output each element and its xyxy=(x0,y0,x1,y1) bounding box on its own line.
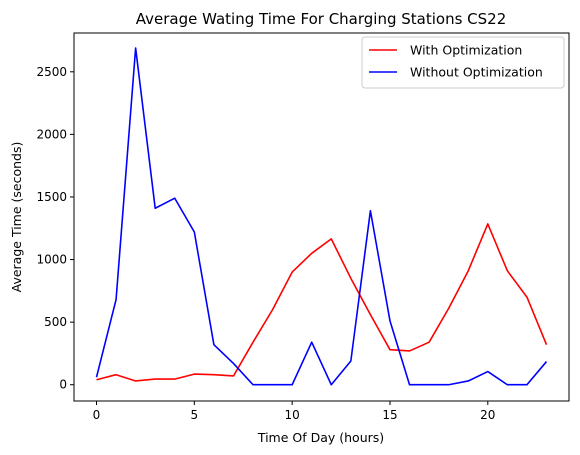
axis-ticks: 0 5 10 15 20 0 500 1000 1500 2000 2500 xyxy=(36,65,495,422)
series-lines xyxy=(95,47,548,386)
y-tick-label: 2000 xyxy=(36,127,67,141)
series-line-1 xyxy=(96,223,548,382)
legend-box xyxy=(361,36,565,89)
y-tick-label: 0 xyxy=(59,378,67,392)
series-line-2 xyxy=(95,47,548,386)
x-axis-label: Time Of Day (hours) xyxy=(257,430,384,445)
legend: With Optimization Without Optimization xyxy=(361,36,565,89)
y-tick-label: 1000 xyxy=(36,253,67,267)
legend-label-2: Without Optimization xyxy=(410,65,543,80)
y-tick-label: 1500 xyxy=(36,190,67,204)
x-tick-label: 15 xyxy=(382,408,397,422)
chart-title: Average Wating Time For Charging Station… xyxy=(136,10,507,28)
y-axis-label: Average Time (seconds) xyxy=(9,142,24,293)
x-tick-label: 20 xyxy=(480,408,495,422)
legend-label-1: With Optimization xyxy=(410,43,522,58)
x-tick-label: 10 xyxy=(285,408,300,422)
x-tick-label: 5 xyxy=(191,408,199,422)
x-tick-label: 0 xyxy=(93,408,101,422)
y-tick-label: 2500 xyxy=(36,65,67,79)
plot-frame xyxy=(73,32,570,402)
y-tick-label: 500 xyxy=(44,315,67,329)
